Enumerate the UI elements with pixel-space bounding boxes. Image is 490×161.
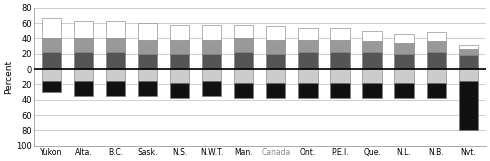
Bar — [426, 69, 446, 83]
Bar — [394, 43, 414, 54]
Bar — [266, 69, 286, 83]
Bar — [330, 40, 349, 52]
Bar — [74, 21, 93, 38]
Bar — [298, 40, 318, 52]
Bar — [298, 69, 318, 83]
Bar — [106, 80, 125, 96]
Bar — [234, 52, 253, 69]
Bar — [202, 69, 221, 80]
Bar — [170, 24, 189, 40]
Bar — [74, 38, 93, 52]
Bar — [234, 69, 253, 83]
Bar — [426, 41, 446, 52]
Bar — [363, 31, 382, 41]
Bar — [394, 83, 414, 98]
Bar — [170, 54, 189, 69]
Bar — [106, 38, 125, 52]
Bar — [330, 69, 349, 83]
Bar — [138, 69, 157, 80]
Bar — [106, 21, 125, 38]
Bar — [426, 83, 446, 98]
Bar — [266, 26, 286, 40]
Bar — [170, 69, 189, 83]
Bar — [330, 52, 349, 69]
Bar — [266, 40, 286, 54]
Bar — [363, 52, 382, 69]
Bar — [298, 52, 318, 69]
Bar — [363, 69, 382, 83]
Bar — [330, 28, 349, 40]
Bar — [138, 80, 157, 96]
Bar — [298, 83, 318, 98]
Y-axis label: Percent: Percent — [4, 60, 13, 94]
Bar — [459, 49, 478, 55]
Bar — [363, 83, 382, 98]
Bar — [234, 38, 253, 52]
Bar — [74, 52, 93, 69]
Bar — [459, 45, 478, 49]
Bar — [363, 41, 382, 52]
Bar — [330, 83, 349, 98]
Bar — [170, 40, 189, 54]
Bar — [426, 32, 446, 41]
Bar — [42, 52, 61, 69]
Bar — [42, 18, 61, 38]
Bar — [394, 54, 414, 69]
Bar — [42, 69, 61, 80]
Bar — [106, 69, 125, 80]
Bar — [426, 52, 446, 69]
Bar — [42, 80, 61, 92]
Bar — [459, 69, 478, 80]
Bar — [394, 69, 414, 83]
Bar — [74, 69, 93, 80]
Bar — [234, 83, 253, 98]
Bar — [266, 54, 286, 69]
Bar — [138, 54, 157, 69]
Bar — [138, 40, 157, 54]
Bar — [298, 28, 318, 40]
Bar — [74, 80, 93, 96]
Bar — [138, 23, 157, 40]
Bar — [459, 80, 478, 130]
Bar — [42, 38, 61, 52]
Bar — [202, 24, 221, 40]
Bar — [459, 55, 478, 69]
Bar — [394, 34, 414, 43]
Bar — [202, 54, 221, 69]
Bar — [170, 83, 189, 98]
Bar — [202, 80, 221, 96]
Bar — [106, 52, 125, 69]
Bar — [266, 83, 286, 98]
Bar — [234, 25, 253, 38]
Bar — [202, 40, 221, 54]
